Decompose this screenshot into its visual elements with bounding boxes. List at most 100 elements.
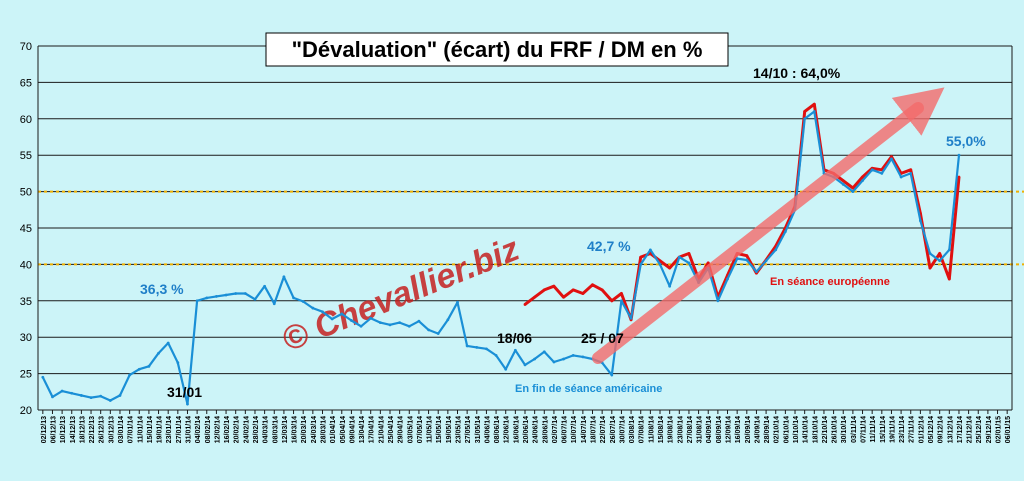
data-point-american (783, 230, 787, 234)
data-point-american (224, 293, 228, 297)
data-point-american (677, 255, 681, 259)
data-point-american (436, 332, 440, 335)
data-point-european (552, 284, 556, 288)
x-tick-label: 13/12/14 (947, 416, 954, 443)
y-tick-label: 20 (20, 405, 32, 417)
x-tick-label: 23/01/14 (166, 416, 173, 443)
y-axis: 20 25 30 35 40 45 50 55 60 65 70 (20, 41, 1013, 417)
data-point-american (764, 259, 768, 263)
x-tick-label: 18/12/13 (79, 416, 86, 443)
data-point-american (195, 299, 199, 303)
x-tick-label: 27/05/14 (465, 416, 472, 443)
data-point-american (407, 324, 411, 328)
data-point-european (523, 303, 527, 306)
label-american-close: En fin de séance américaine (515, 383, 662, 395)
data-point-european (639, 255, 643, 259)
data-point-european (610, 299, 614, 303)
data-point-european (909, 168, 913, 172)
x-tick-label: 02/12/13 (41, 416, 48, 443)
x-tick-label: 20/03/14 (301, 416, 308, 443)
data-point-american (918, 219, 922, 223)
data-point-american (629, 316, 633, 320)
x-tick-label: 04/06/14 (484, 416, 491, 443)
x-tick-label: 31/08/14 (697, 416, 704, 443)
data-point-american (350, 319, 353, 322)
data-point-american (311, 306, 315, 310)
data-point-american (147, 364, 151, 368)
x-tick-label: 28/09/14 (764, 416, 771, 443)
data-point-american (890, 157, 893, 161)
data-point-american (658, 263, 662, 266)
x-tick-label: 28/03/14 (320, 416, 327, 443)
x-tick-label: 06/10/14 (783, 416, 790, 443)
x-tick-label: 09/04/14 (349, 416, 356, 443)
x-tick-label: 02/07/14 (552, 416, 559, 443)
data-point-american (118, 394, 122, 397)
data-point-american (388, 323, 392, 327)
x-tick-label: 15/11/14 (880, 416, 887, 443)
data-point-american (870, 168, 874, 172)
y-tick-label: 50 (20, 187, 32, 199)
x-tick-label: 15/05/14 (436, 416, 443, 443)
x-tick-label: 12/03/14 (282, 416, 289, 443)
data-point-american (456, 300, 459, 304)
x-tick-label: 24/09/14 (754, 416, 761, 443)
x-tick-label: 11/01/14 (137, 416, 144, 443)
data-point-american (745, 258, 749, 262)
reference-lines (38, 190, 1024, 266)
x-tick-label: 08/06/14 (494, 416, 501, 443)
x-tick-label: 02/01/15 (996, 416, 1003, 443)
data-point-european (928, 266, 932, 270)
data-point-american (321, 310, 324, 314)
y-tick-label: 25 (20, 369, 32, 381)
data-point-american (215, 295, 218, 298)
x-tick-label: 22/07/14 (600, 416, 607, 443)
data-point-european (706, 261, 710, 265)
x-tick-label: 26/07/14 (610, 416, 617, 443)
x-tick-label: 28/06/14 (542, 416, 549, 443)
x-tick-label: 06/01/15 (1005, 416, 1012, 443)
x-tick-label: 15/08/14 (658, 416, 665, 443)
x-tick-label: 10/07/14 (571, 416, 578, 443)
data-point-american (186, 402, 189, 406)
annotation-42-7: 42,7 % (587, 238, 631, 254)
data-point-american (851, 190, 855, 194)
data-point-european (957, 175, 961, 179)
x-tick-label: 14/10/14 (803, 416, 810, 443)
x-tick-label: 21/04/14 (378, 416, 385, 443)
title-text: "Dévaluation" (écart) du FRF / DM en % (292, 37, 703, 62)
y-tick-label: 70 (20, 41, 32, 53)
x-tick-label: 23/05/14 (455, 416, 462, 443)
data-point-american (726, 277, 729, 281)
series-layer (41, 102, 961, 406)
data-point-american (841, 182, 845, 186)
data-point-american (938, 259, 942, 263)
data-point-european (745, 254, 749, 258)
x-tick-label: 24/02/14 (243, 416, 250, 443)
data-point-american (475, 345, 479, 349)
data-point-american (108, 399, 112, 402)
data-point-american (51, 395, 54, 399)
data-point-american (166, 341, 170, 345)
data-point-american (99, 394, 103, 398)
x-tick-label: 12/06/14 (504, 416, 511, 443)
data-point-american (880, 172, 884, 175)
data-point-american (899, 175, 903, 179)
data-point-american (369, 316, 373, 320)
x-tick-label: 26/12/13 (99, 416, 106, 443)
x-tick-label: 25/12/14 (976, 416, 983, 443)
x-tick-label: 29/12/14 (986, 416, 993, 443)
x-tick-label: 21/12/14 (967, 416, 974, 443)
data-point-american (282, 275, 286, 279)
x-tick-label: 08/02/14 (205, 416, 212, 443)
y-tick-label: 65 (20, 77, 32, 89)
series-line-european-session (524, 102, 961, 322)
data-point-american (639, 263, 643, 266)
x-tick-label: 27/11/14 (909, 416, 916, 443)
annotation-36-3: 36,3 % (140, 281, 184, 297)
data-point-european (812, 102, 816, 106)
data-point-american (755, 270, 758, 274)
x-tick-label: 09/12/14 (938, 416, 945, 443)
data-point-american (427, 328, 430, 332)
data-point-american (465, 344, 469, 348)
